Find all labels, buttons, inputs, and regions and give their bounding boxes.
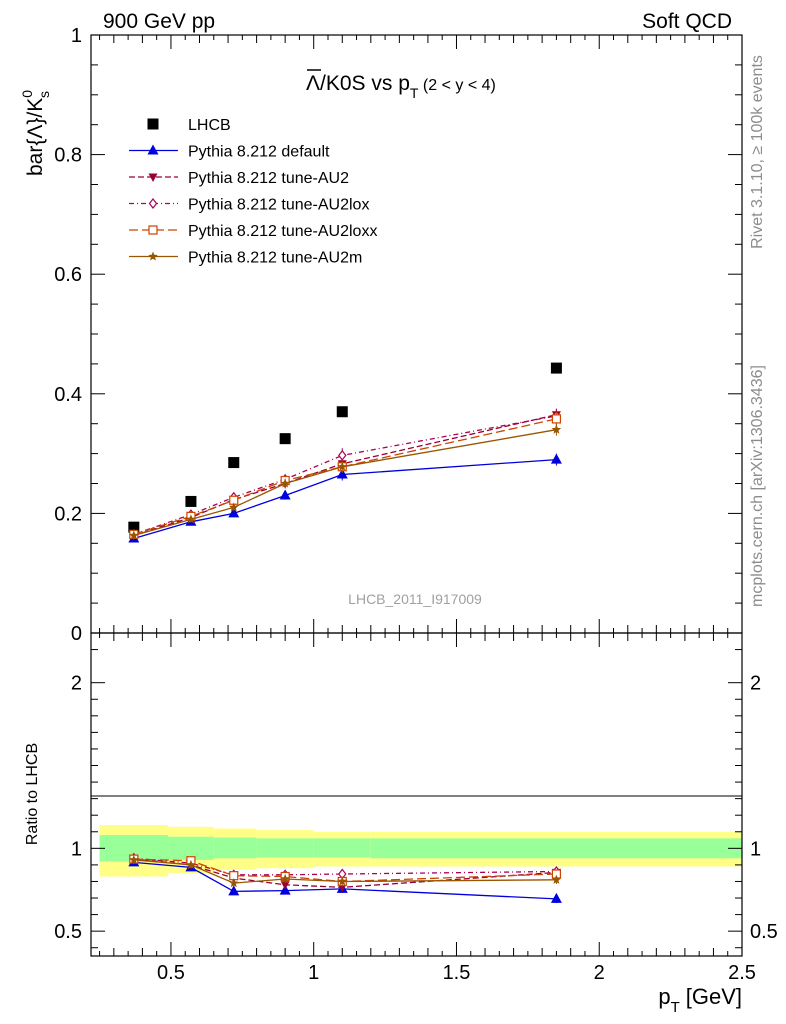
ratio-point-au2m: [337, 876, 348, 886]
x-tick-label: 1: [308, 962, 319, 984]
series-line-au2loxx: [133, 418, 557, 535]
legend-label-au2lox: Pythia 8.212 tune-AU2lox: [188, 197, 369, 214]
data-point-au2m: [337, 461, 348, 471]
series-line-au2lox: [133, 415, 557, 535]
data-point-lhcb: [279, 433, 291, 445]
ratio-band-inner: [313, 838, 371, 858]
data-point-default: [550, 453, 562, 464]
data-point-lhcb: [228, 457, 240, 469]
ratio-line-default: [133, 861, 557, 900]
y-tick-label: 1: [71, 25, 82, 47]
ratio-bands: [99, 825, 742, 877]
legend-marker-lhcb: [147, 118, 159, 130]
plot-title: Λ/K0S vs pT (2 < y < 4): [306, 72, 496, 101]
data-point-au2m: [280, 478, 290, 488]
data-point-lhcb: [336, 406, 348, 418]
y-tick-label: 0.6: [54, 264, 82, 286]
x-tick-label: 1.5: [443, 962, 471, 984]
y-tick-label: 0: [71, 623, 82, 645]
x-tick-label: 0.5: [157, 962, 185, 984]
legend-label-au2m: Pythia 8.212 tune-AU2m: [188, 250, 362, 267]
ratio-y-tick-label-right: 0.5: [750, 921, 778, 943]
ratio-point-au2m: [229, 878, 239, 888]
ratio-point-au2: [280, 881, 290, 890]
main-ylabel: bar{Λ}/K0s: [19, 90, 52, 176]
main-y-ticks: 0 0.2 0.4 0.6 0.8 1: [54, 25, 742, 645]
ratio-point-au2m: [186, 859, 196, 869]
legend-marker-default: [147, 144, 159, 155]
header-right: Soft QCD: [642, 10, 732, 33]
ratio-ylabel: Ratio to LHCB: [24, 743, 41, 845]
ratio-point-au2m: [129, 854, 139, 864]
legend-label-lhcb: LHCB: [188, 117, 231, 134]
data-point-au2m: [186, 514, 196, 524]
data-point-lhcb: [185, 495, 197, 507]
data-point-lhcb: [550, 362, 562, 374]
rivet-label: Rivet 3.1.10, ≥ 100k events: [749, 55, 766, 249]
y-tick-label: 0.4: [54, 384, 82, 406]
x-tick-label: 2.5: [728, 962, 756, 984]
data-point-au2lox: [338, 449, 347, 461]
legend-label-au2: Pythia 8.212 tune-AU2: [188, 170, 349, 187]
header-left: 900 GeV pp: [103, 10, 215, 33]
main-x-ticks: [99, 35, 743, 633]
ratio-point-au2m: [551, 874, 562, 884]
ratio-x-ticks: 0.5 1 1.5 2 2.5: [99, 633, 756, 984]
data-point-au2m: [229, 502, 239, 512]
ratio-band-inner: [370, 838, 742, 859]
ratio-data-layer: [128, 852, 562, 903]
ratio-frame: [90, 632, 743, 957]
data-point-default: [228, 507, 240, 518]
ratio-y-tick-label-right: 2: [750, 673, 761, 695]
ratio-band-inner: [168, 836, 214, 860]
ratio-point-default: [228, 885, 240, 896]
data-point-default: [279, 489, 291, 500]
ratio-line-au2m: [133, 859, 557, 884]
series-line-au2: [133, 414, 557, 537]
main-panel: 0 0.2 0.4 0.6 0.8 1 Λ/K0S vs pT (2 < y < 4) b…: [19, 25, 743, 645]
y-tick-label: 0.2: [54, 503, 82, 525]
legend: LHCB Pythia 8.212 default Pythia 8.212 tun…: [129, 117, 377, 267]
data-point-au2m: [551, 424, 562, 434]
x-axis-label: pT [GeV]: [658, 984, 742, 1016]
mcplots-label: mcplots.cern.ch [arXiv:1306.3436]: [749, 365, 766, 607]
ratio-y-tick-label-right: 1: [750, 838, 761, 860]
legend-marker-au2lox: [148, 198, 158, 209]
x-tick-label: 2: [594, 962, 605, 984]
svg-text:pT[GeV]: pT [GeV]: [658, 984, 742, 1016]
series-line-default: [133, 458, 557, 540]
data-point-lhcb: [128, 521, 140, 533]
legend-label-au2loxx: Pythia 8.212 tune-AU2loxx: [188, 223, 377, 240]
ratio-line-au2loxx: [133, 858, 557, 883]
svg-text:bar{Λ}/K0s: bar{Λ}/K0s: [19, 90, 52, 176]
data-point-default: [336, 468, 348, 479]
y-tick-label: 0.8: [54, 145, 82, 167]
data-point-au2loxx: [551, 414, 562, 424]
main-data-layer: [128, 362, 562, 543]
series-line-au2m: [133, 429, 557, 537]
ratio-band-inner: [256, 838, 314, 858]
legend-marker-au2: [148, 173, 158, 182]
data-point-au2m: [129, 530, 139, 540]
ratio-y-tick-label: 2: [71, 673, 82, 695]
analysis-watermark: LHCB_2011_I917009: [348, 591, 482, 607]
ratio-band-inner: [213, 837, 257, 859]
ratio-point-default: [550, 892, 562, 903]
ratio-point-au2m: [280, 873, 290, 884]
ratio-panel: 0.5 0.5 1 1 2 2 0.5 1 1.5 2 2.5 Ratio to LHCB pT[…: [24, 632, 778, 1016]
legend-marker-au2m: [148, 251, 158, 261]
legend-label-default: Pythia 8.212 default: [188, 144, 330, 161]
ratio-y-tick-label: 0.5: [54, 921, 82, 943]
ratio-y-tick-label: 1: [71, 838, 82, 860]
legend-marker-au2loxx: [148, 225, 158, 235]
ratio-y-ticks: 0.5 0.5 1 1 2 2: [54, 649, 778, 949]
